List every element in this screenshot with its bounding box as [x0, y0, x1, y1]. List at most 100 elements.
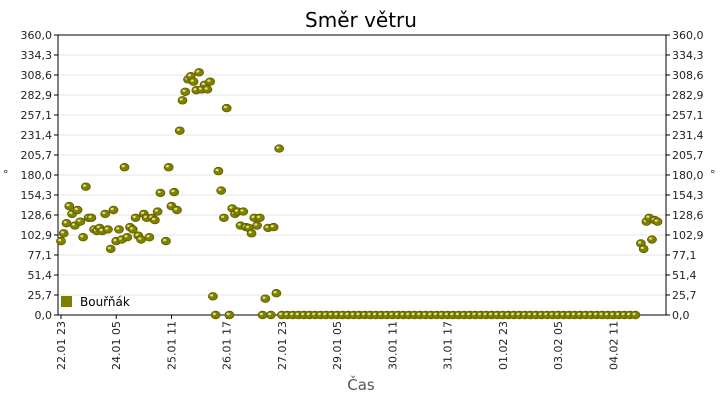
- data-point-highlight: [165, 165, 169, 168]
- data-point-highlight: [135, 233, 139, 236]
- data-point-highlight: [226, 312, 230, 316]
- data-point-highlight: [132, 215, 136, 218]
- data-point-highlight: [221, 215, 225, 218]
- data-point: [144, 233, 155, 242]
- data-point-highlight: [234, 209, 239, 212]
- y-tick-label: 180,0: [21, 169, 53, 182]
- y-tick-label: 308,6: [672, 69, 704, 82]
- legend: Bouřňák: [61, 295, 130, 309]
- data-point-highlight: [240, 209, 244, 212]
- data-point-highlight: [77, 219, 81, 222]
- data-point-highlight: [499, 312, 504, 316]
- data-point: [114, 225, 124, 234]
- y-tick-label: 77,1: [28, 249, 53, 262]
- data-point: [210, 310, 221, 320]
- data-point-highlight: [154, 209, 158, 212]
- data-point-highlight: [270, 224, 274, 228]
- y-tick-label: 77,1: [672, 249, 697, 262]
- data-point: [202, 85, 213, 94]
- data-point-highlight: [69, 211, 73, 215]
- data-point-highlight: [290, 312, 294, 316]
- y-tick-label: 205,7: [672, 149, 704, 162]
- data-point: [271, 289, 282, 298]
- data-point: [119, 163, 130, 172]
- data-point: [80, 182, 91, 191]
- x-tick-label: 01.02 23: [497, 321, 510, 370]
- data-point-highlight: [207, 79, 211, 82]
- legend-label: Bouřňák: [80, 295, 130, 309]
- data-point: [188, 77, 199, 86]
- x-tick-label: 24.01 05: [110, 321, 123, 370]
- data-point-highlight: [102, 211, 106, 215]
- data-point-highlight: [411, 312, 415, 316]
- data-point-highlight: [439, 312, 443, 316]
- data-point-highlight: [350, 312, 355, 316]
- data-point-highlight: [66, 203, 70, 207]
- data-point-highlight: [140, 211, 145, 215]
- x-tick-label: 31.01 17: [442, 321, 455, 370]
- data-point-highlight: [254, 223, 258, 226]
- data-point-highlight: [187, 74, 192, 77]
- y-tick-label: 128,6: [21, 209, 53, 222]
- data-point-highlight: [105, 227, 109, 230]
- data-point-highlight: [345, 312, 349, 316]
- y-axis-unit-right: °: [710, 168, 716, 181]
- data-point-highlight: [560, 312, 564, 316]
- y-tick-label: 25,7: [672, 289, 697, 302]
- data-point-highlight: [267, 312, 272, 316]
- data-point: [152, 207, 163, 216]
- data-point-highlight: [461, 312, 465, 316]
- y-tick-label: 334,3: [21, 49, 53, 62]
- data-point-highlight: [378, 312, 382, 316]
- data-point-highlight: [615, 312, 620, 316]
- data-point: [64, 201, 75, 211]
- data-point: [257, 310, 268, 320]
- data-point-highlight: [129, 227, 134, 230]
- data-point: [155, 188, 166, 198]
- data-point-highlight: [317, 312, 321, 316]
- data-point-highlight: [582, 312, 586, 316]
- data-point-highlight: [248, 231, 252, 234]
- data-point-highlight: [640, 246, 644, 250]
- data-point-highlight: [428, 312, 432, 316]
- data-point: [246, 229, 257, 238]
- data-point: [194, 68, 204, 77]
- data-point: [122, 233, 133, 242]
- y-tick-label: 205,7: [21, 149, 53, 162]
- data-point: [130, 213, 141, 222]
- y-tick-label: 51,4: [672, 269, 697, 282]
- data-point: [630, 310, 641, 320]
- data-point-highlight: [256, 215, 261, 218]
- data-point-highlight: [82, 184, 87, 187]
- data-point-highlight: [505, 312, 509, 316]
- data-point: [103, 225, 113, 234]
- data-point-highlight: [60, 231, 65, 234]
- data-point-highlight: [218, 188, 222, 191]
- data-point-highlight: [383, 312, 388, 316]
- data-point-highlight: [171, 189, 175, 193]
- y-tick-label: 360,0: [21, 29, 53, 42]
- x-tick-label: 03.02 05: [552, 321, 565, 370]
- data-point: [213, 166, 224, 176]
- data-point: [172, 205, 182, 215]
- data-point-highlight: [394, 312, 399, 316]
- data-point-highlight: [204, 87, 208, 90]
- data-point-highlight: [215, 168, 219, 172]
- data-point-highlight: [339, 312, 343, 316]
- data-point: [221, 103, 232, 113]
- y-tick-label: 180,0: [672, 169, 704, 182]
- data-point-highlight: [638, 241, 642, 244]
- data-point-highlight: [494, 312, 498, 316]
- data-point-highlight: [116, 227, 120, 230]
- data-point-highlight: [433, 312, 437, 316]
- data-point-highlight: [179, 98, 183, 101]
- legend-swatch: [61, 296, 72, 307]
- y-axis-unit-left: °: [3, 168, 9, 181]
- data-point-highlight: [328, 312, 332, 316]
- data-point-highlight: [626, 312, 631, 316]
- data-point-highlight: [417, 312, 421, 316]
- data-point-highlight: [182, 89, 186, 92]
- data-point-highlight: [124, 235, 128, 238]
- data-point-highlight: [276, 146, 280, 149]
- data-point: [163, 163, 174, 172]
